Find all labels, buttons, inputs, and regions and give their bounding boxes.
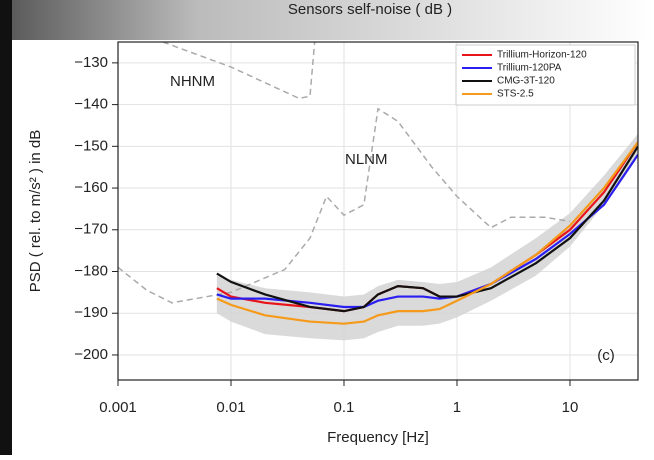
noise-band [216, 133, 638, 341]
y-tick-label: −140 [74, 96, 108, 113]
reference-model-label: NLNM [345, 151, 388, 168]
marks [118, 42, 638, 341]
y-tick-label: −200 [74, 346, 108, 363]
dark-edge [0, 0, 12, 455]
photo-background [0, 0, 654, 40]
legend-label: Trillium-120PA [497, 63, 562, 74]
plot-frame [117, 41, 639, 381]
x-axis-label: Frequency [Hz] [327, 429, 429, 446]
series-line [216, 145, 638, 313]
legend-label: STS-2.5 [497, 89, 534, 100]
legend: Trillium-Horizon-120 Trillium-120PA CMG-3T… [455, 44, 636, 106]
legend-label: CMG-3T-120 [497, 76, 555, 87]
x-tick-label: 0.1 [334, 399, 355, 416]
x-tick-label: 10 [562, 399, 579, 416]
panel-label: (c) [597, 347, 615, 364]
series-line [216, 141, 638, 325]
y-tick-label: −150 [74, 137, 108, 154]
y-tick-label: −170 [74, 221, 108, 238]
x-tick-label: 0.01 [216, 399, 245, 416]
reference-model-line [118, 107, 571, 304]
reference-model-label: NHNM [170, 73, 215, 90]
y-axis-label: PSD ( rel. to m/s² ) in dB [27, 130, 44, 293]
legend-label: Trillium-Horizon-120 [497, 50, 587, 61]
y-tick-label: −190 [74, 304, 108, 321]
y-tick-label: −130 [74, 54, 108, 71]
x-tick-label: 1 [453, 399, 461, 416]
chart-title: Sensors self-noise ( dB ) [288, 1, 452, 18]
labels: −130 −140 −150 −160 −170 −180 −190 −200 0.001 0.0… [74, 44, 636, 416]
y-tick-label: −160 [74, 179, 108, 196]
y-tick-label: −180 [74, 262, 108, 279]
x-tick-label: 0.001 [99, 399, 137, 416]
